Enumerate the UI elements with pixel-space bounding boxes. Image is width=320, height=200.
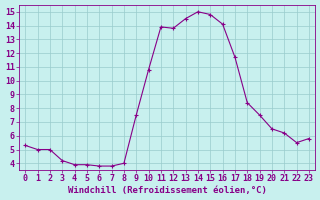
X-axis label: Windchill (Refroidissement éolien,°C): Windchill (Refroidissement éolien,°C) [68,186,267,195]
